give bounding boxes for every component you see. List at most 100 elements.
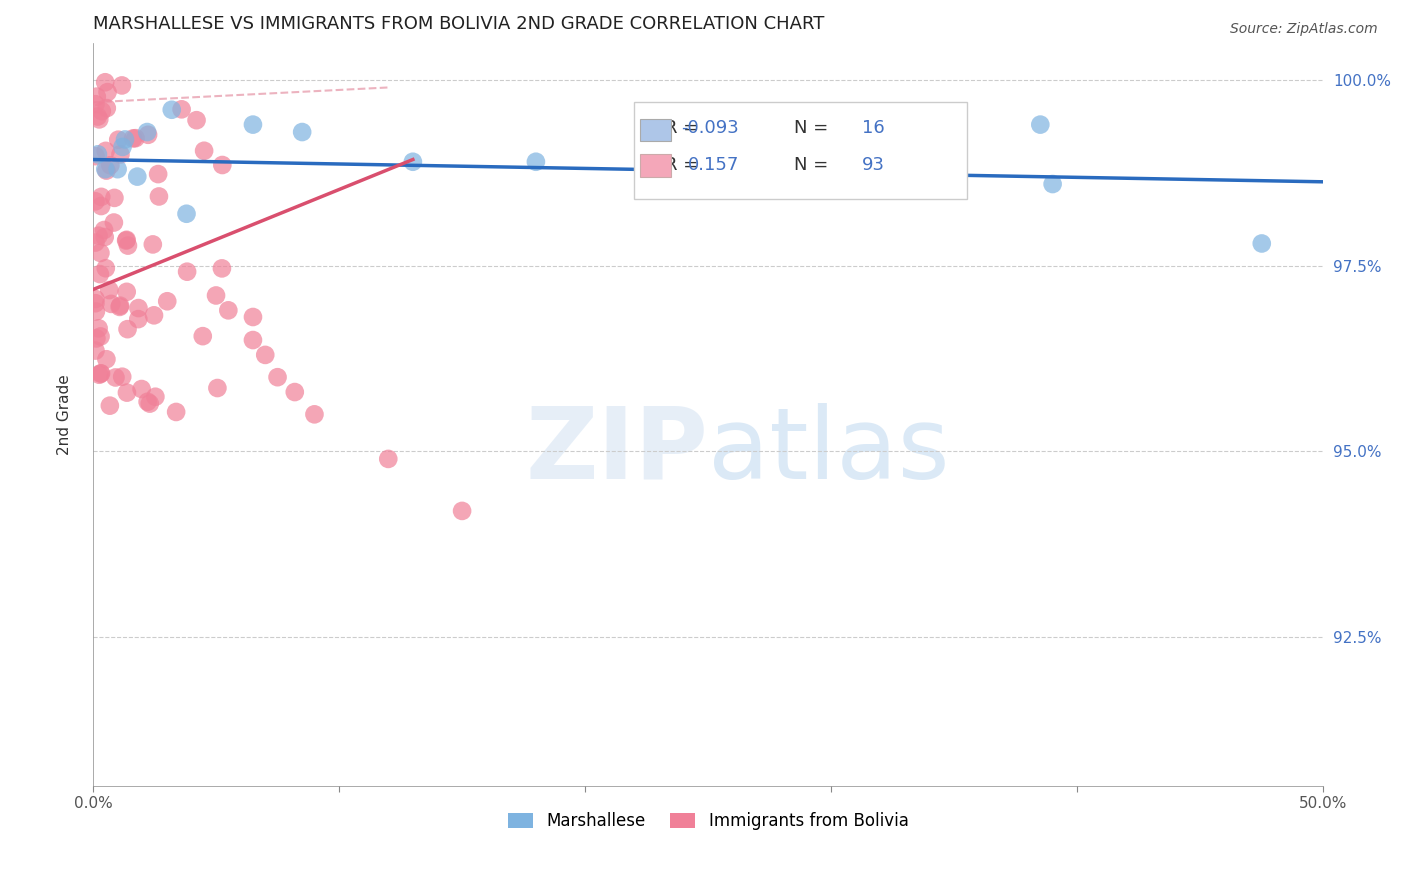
Point	[84, 343, 107, 358]
Point	[114, 132, 136, 146]
Point	[176, 207, 198, 221]
Point	[87, 228, 110, 243]
Point	[136, 128, 159, 142]
Text: MARSHALLESE VS IMMIGRANTS FROM BOLIVIA 2ND GRADE CORRELATION CHART: MARSHALLESE VS IMMIGRANTS FROM BOLIVIA 2…	[93, 15, 824, 33]
FancyBboxPatch shape	[641, 154, 671, 177]
Point	[124, 131, 146, 145]
Point	[524, 154, 547, 169]
Text: -0.093: -0.093	[681, 120, 740, 137]
Point	[156, 294, 179, 309]
Point	[115, 234, 138, 248]
Point	[84, 149, 107, 163]
Point	[93, 223, 115, 237]
Point	[94, 75, 117, 89]
Point	[193, 144, 215, 158]
Text: 16: 16	[862, 120, 884, 137]
Point	[90, 329, 112, 343]
Point	[103, 191, 125, 205]
Point	[117, 238, 139, 252]
Point	[115, 285, 138, 299]
Text: 93: 93	[862, 156, 884, 175]
Text: Source: ZipAtlas.com: Source: ZipAtlas.com	[1230, 22, 1378, 37]
Point	[84, 235, 107, 250]
Point	[84, 296, 107, 310]
Text: N =: N =	[794, 156, 828, 175]
Point	[96, 85, 118, 99]
Point	[98, 158, 121, 172]
Point	[87, 321, 110, 335]
Point	[205, 288, 228, 302]
Point	[96, 101, 118, 115]
Point	[165, 405, 187, 419]
Legend: Marshallese, Immigrants from Bolivia: Marshallese, Immigrants from Bolivia	[501, 805, 915, 837]
Point	[1250, 236, 1272, 251]
Text: R =: R =	[665, 156, 699, 175]
Text: N =: N =	[794, 120, 828, 137]
Point	[211, 158, 233, 172]
Point	[266, 370, 288, 384]
Point	[254, 348, 277, 362]
Text: R =: R =	[665, 120, 699, 137]
Point	[207, 381, 229, 395]
Point	[402, 154, 425, 169]
Point	[107, 133, 129, 147]
Point	[90, 190, 112, 204]
Point	[98, 399, 121, 413]
Point	[242, 333, 264, 347]
Point	[90, 104, 112, 119]
Point	[94, 261, 117, 276]
Point	[108, 299, 131, 313]
Y-axis label: 2nd Grade: 2nd Grade	[58, 374, 72, 455]
Point	[1042, 177, 1064, 191]
Point	[1029, 118, 1052, 132]
Point	[96, 163, 118, 178]
Point	[111, 140, 134, 154]
Point	[103, 215, 125, 229]
Text: atlas: atlas	[709, 403, 950, 500]
Point	[89, 368, 111, 382]
Point	[139, 396, 162, 410]
Point	[242, 310, 264, 324]
Point	[136, 125, 159, 139]
Point	[284, 385, 307, 400]
Point	[90, 199, 112, 213]
Point	[89, 246, 111, 260]
Point	[110, 147, 132, 161]
Point	[117, 322, 139, 336]
Point	[160, 103, 183, 117]
Point	[304, 408, 326, 422]
Point	[89, 267, 111, 281]
Point	[127, 312, 149, 326]
Point	[115, 385, 138, 400]
Point	[107, 162, 129, 177]
Point	[127, 169, 149, 184]
Point	[108, 300, 131, 314]
Point	[86, 89, 108, 103]
Point	[90, 367, 112, 381]
Point	[84, 194, 107, 209]
Text: 0.157: 0.157	[688, 156, 740, 175]
Point	[111, 78, 134, 93]
Point	[217, 303, 239, 318]
Point	[170, 103, 193, 117]
Point	[86, 331, 108, 345]
Point	[100, 297, 122, 311]
Point	[127, 301, 149, 315]
Point	[377, 451, 399, 466]
Point	[104, 370, 127, 384]
Point	[93, 230, 115, 244]
Point	[451, 504, 474, 518]
Point	[186, 113, 208, 128]
Point	[87, 147, 110, 161]
Point	[98, 283, 121, 297]
Point	[191, 329, 214, 343]
Point	[136, 394, 159, 409]
Point	[131, 382, 153, 396]
Point	[89, 112, 111, 127]
Point	[145, 390, 167, 404]
Point	[146, 167, 169, 181]
Point	[122, 131, 145, 145]
Point	[143, 308, 166, 322]
Text: ZIP: ZIP	[526, 403, 709, 500]
Point	[242, 118, 264, 132]
